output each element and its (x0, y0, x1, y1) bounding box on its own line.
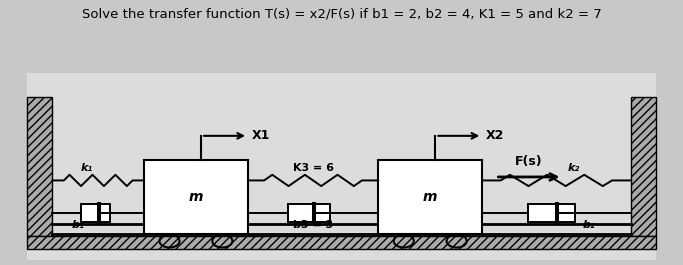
Text: b₁: b₁ (72, 220, 85, 230)
Text: m: m (189, 190, 203, 204)
Text: Solve the transfer function T(s) = x2/F(s) if b1 = 2, b2 = 4, K1 = 5 and k2 = 7: Solve the transfer function T(s) = x2/F(… (82, 8, 601, 21)
Text: k₁: k₁ (81, 163, 94, 173)
Bar (27, 73, 656, 260)
Bar (144, 160, 248, 234)
Text: X1: X1 (251, 129, 270, 142)
Bar (378, 160, 482, 234)
Bar (630, 97, 656, 236)
Text: F(s): F(s) (515, 155, 543, 168)
Text: X2: X2 (486, 129, 504, 142)
Text: K3 = 6: K3 = 6 (292, 163, 333, 173)
Bar (81, 204, 110, 222)
Text: k₂: k₂ (568, 163, 581, 173)
Bar (27, 97, 53, 236)
Bar (288, 204, 330, 222)
Text: b3 = 3: b3 = 3 (293, 220, 333, 230)
Bar (27, 236, 656, 249)
Text: b₂: b₂ (583, 220, 596, 230)
Text: m: m (423, 190, 437, 204)
Bar (528, 204, 575, 222)
